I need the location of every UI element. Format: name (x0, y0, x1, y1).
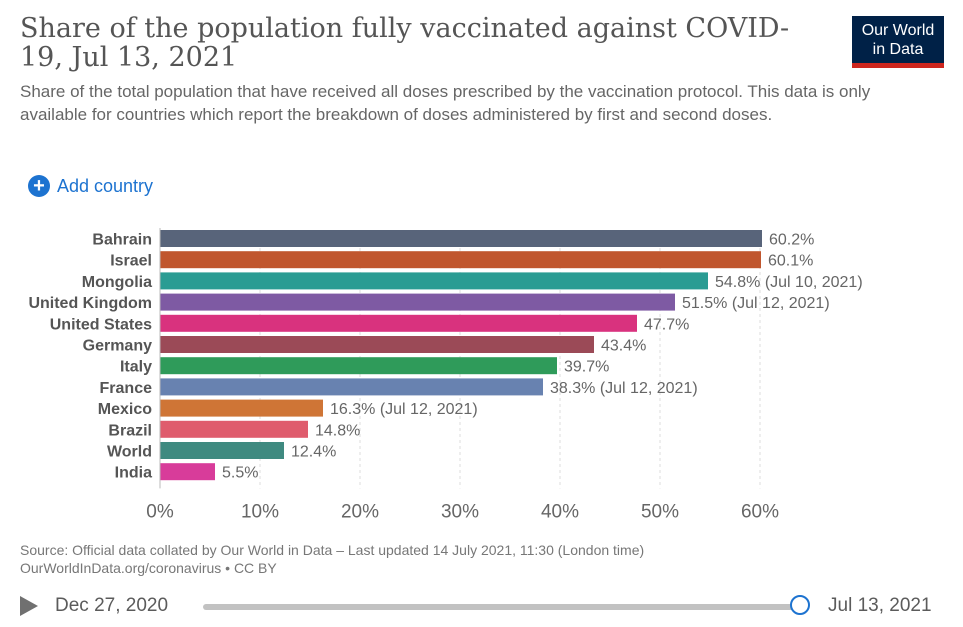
source-note: Source: Official data collated by Our Wo… (20, 541, 644, 577)
category-label: Germany (83, 338, 152, 355)
timeline-start-date[interactable]: Dec 27, 2020 (55, 595, 169, 616)
category-label: Italy (120, 359, 152, 376)
add-country-label: Add country (57, 175, 154, 196)
x-tick-label: 50% (641, 501, 679, 522)
value-label: 54.8% (Jul 10, 2021) (715, 274, 863, 291)
owid-logo[interactable]: Our World in Data (852, 16, 944, 68)
chart-subtitle: Share of the total population that have … (20, 82, 871, 124)
plus-circle-icon: + (28, 175, 50, 197)
timeline-track[interactable] (203, 604, 800, 610)
bar[interactable] (160, 463, 215, 481)
bar[interactable] (160, 420, 308, 438)
value-label: 16.3% (Jul 12, 2021) (330, 401, 478, 418)
category-label: Mexico (98, 401, 152, 418)
category-label: Mongolia (82, 274, 152, 291)
value-label: 43.4% (601, 338, 646, 355)
source-text: Source: Official data collated by Our Wo… (20, 542, 645, 558)
value-label: 5.5% (222, 465, 258, 482)
timeline-handle[interactable] (790, 595, 810, 615)
x-tick-label: 20% (341, 501, 379, 522)
x-tick-label: 60% (741, 501, 779, 522)
value-label: 12.4% (291, 444, 336, 461)
category-label: United States (50, 316, 152, 333)
value-label: 60.2% (769, 232, 814, 249)
url-license[interactable]: OurWorldInData.org/coronavirus • CC BY (20, 560, 277, 576)
add-country-button[interactable]: + Add country (28, 175, 153, 197)
x-tick-label: 40% (541, 501, 579, 522)
bar[interactable] (160, 272, 708, 290)
category-label: India (115, 465, 152, 482)
category-label: Israel (110, 253, 152, 270)
logo-line-2: in Data (872, 41, 924, 58)
bar[interactable] (160, 357, 557, 375)
value-label: 39.7% (564, 359, 609, 376)
category-label: France (100, 380, 153, 397)
category-label: Brazil (108, 422, 152, 439)
category-label: World (107, 444, 152, 461)
bar[interactable] (160, 378, 543, 396)
bar[interactable] (160, 251, 761, 269)
value-label: 14.8% (315, 422, 360, 439)
x-tick-label: 10% (241, 501, 279, 522)
play-icon[interactable] (20, 596, 38, 616)
value-label: 60.1% (768, 253, 813, 270)
chart-title: Share of the population fully vaccinated… (20, 13, 790, 73)
x-tick-label: 30% (441, 501, 479, 522)
bar[interactable] (160, 293, 675, 311)
x-tick-label: 0% (146, 501, 174, 522)
bar[interactable] (160, 399, 323, 417)
timeline-end-date[interactable]: Jul 13, 2021 (828, 595, 932, 616)
value-label: 51.5% (Jul 12, 2021) (682, 295, 830, 312)
bar[interactable] (160, 314, 637, 332)
timeline: Dec 27, 2020 Jul 13, 2021 (0, 590, 963, 624)
value-label: 38.3% (Jul 12, 2021) (550, 380, 698, 397)
bar[interactable] (160, 336, 594, 353)
category-label: United Kingdom (28, 295, 152, 312)
bar[interactable] (160, 230, 762, 247)
logo-line-1: Our World (861, 22, 935, 39)
bar-chart: Bahrain 60.2% Israel 60.1% Mongolia 54.8% (Ju… (28, 228, 863, 522)
category-label: Bahrain (92, 232, 152, 249)
bar[interactable] (160, 442, 284, 459)
logo-accent-bar (852, 63, 944, 68)
value-label: 47.7% (644, 316, 689, 333)
